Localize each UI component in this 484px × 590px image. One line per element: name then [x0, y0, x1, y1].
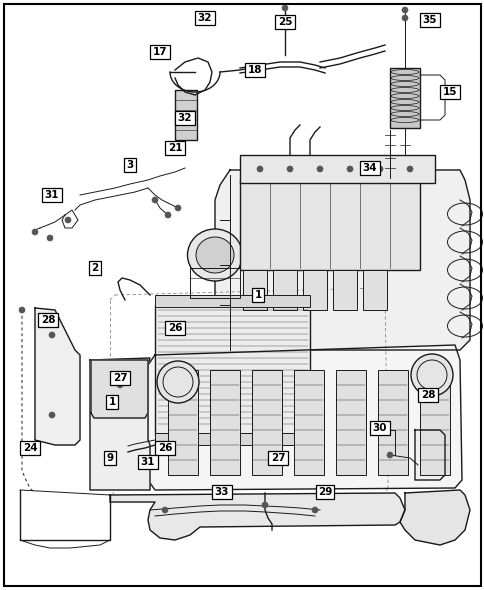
- Polygon shape: [214, 170, 469, 350]
- Circle shape: [165, 212, 171, 218]
- Circle shape: [406, 166, 412, 172]
- Circle shape: [401, 7, 407, 13]
- Text: 32: 32: [177, 113, 192, 123]
- Bar: [155, 433, 309, 445]
- Text: 18: 18: [247, 65, 262, 75]
- Text: 27: 27: [270, 453, 285, 463]
- Text: 31: 31: [45, 190, 59, 200]
- Circle shape: [32, 229, 38, 235]
- Bar: [252, 370, 281, 475]
- Circle shape: [175, 205, 181, 211]
- Bar: [167, 370, 197, 475]
- Bar: [155, 305, 309, 435]
- Bar: [362, 270, 386, 310]
- Circle shape: [162, 507, 167, 513]
- Bar: [333, 270, 356, 310]
- Bar: [155, 295, 309, 307]
- Text: 15: 15: [442, 87, 456, 97]
- Polygon shape: [148, 345, 461, 490]
- Polygon shape: [414, 430, 444, 480]
- Bar: [175, 90, 197, 140]
- Text: 28: 28: [420, 390, 434, 400]
- Text: 35: 35: [422, 15, 437, 25]
- Text: 24: 24: [23, 443, 37, 453]
- Circle shape: [401, 15, 407, 21]
- Bar: [335, 370, 365, 475]
- Ellipse shape: [187, 229, 242, 281]
- Circle shape: [47, 235, 53, 241]
- Bar: [272, 270, 296, 310]
- Ellipse shape: [157, 361, 198, 403]
- Ellipse shape: [196, 237, 233, 273]
- Text: 17: 17: [152, 47, 167, 57]
- Circle shape: [19, 307, 25, 313]
- Circle shape: [261, 502, 268, 508]
- Ellipse shape: [410, 354, 452, 396]
- Circle shape: [49, 412, 55, 418]
- Text: 32: 32: [197, 13, 212, 23]
- Bar: [240, 180, 419, 270]
- Circle shape: [386, 452, 392, 458]
- Circle shape: [317, 166, 322, 172]
- Circle shape: [151, 197, 158, 203]
- Circle shape: [117, 382, 123, 388]
- Polygon shape: [110, 493, 404, 540]
- Text: 27: 27: [112, 373, 127, 383]
- Polygon shape: [399, 490, 469, 545]
- Circle shape: [65, 217, 71, 223]
- Text: 28: 28: [41, 315, 55, 325]
- Text: 3: 3: [126, 160, 134, 170]
- Text: 21: 21: [167, 143, 182, 153]
- Circle shape: [346, 166, 352, 172]
- Circle shape: [287, 166, 292, 172]
- Text: 30: 30: [372, 423, 386, 433]
- Bar: [240, 155, 434, 183]
- Text: 1: 1: [108, 397, 115, 407]
- Bar: [419, 370, 449, 475]
- Circle shape: [257, 166, 262, 172]
- Text: 33: 33: [214, 487, 229, 497]
- Text: 31: 31: [140, 457, 155, 467]
- Bar: [242, 270, 267, 310]
- Polygon shape: [91, 360, 148, 418]
- Circle shape: [311, 507, 318, 513]
- Text: 1: 1: [254, 290, 261, 300]
- Text: 26: 26: [157, 443, 172, 453]
- Polygon shape: [35, 308, 80, 445]
- Text: 25: 25: [277, 17, 292, 27]
- Text: 26: 26: [167, 323, 182, 333]
- Bar: [210, 370, 240, 475]
- Bar: [302, 270, 326, 310]
- Circle shape: [376, 166, 382, 172]
- Bar: [190, 268, 240, 298]
- Text: 9: 9: [106, 453, 113, 463]
- Circle shape: [281, 5, 287, 11]
- Text: 2: 2: [91, 263, 98, 273]
- Circle shape: [49, 332, 55, 338]
- Text: 34: 34: [362, 163, 377, 173]
- Bar: [377, 370, 407, 475]
- Text: 29: 29: [317, 487, 332, 497]
- Polygon shape: [90, 358, 150, 490]
- Bar: [293, 370, 323, 475]
- Bar: [389, 68, 419, 128]
